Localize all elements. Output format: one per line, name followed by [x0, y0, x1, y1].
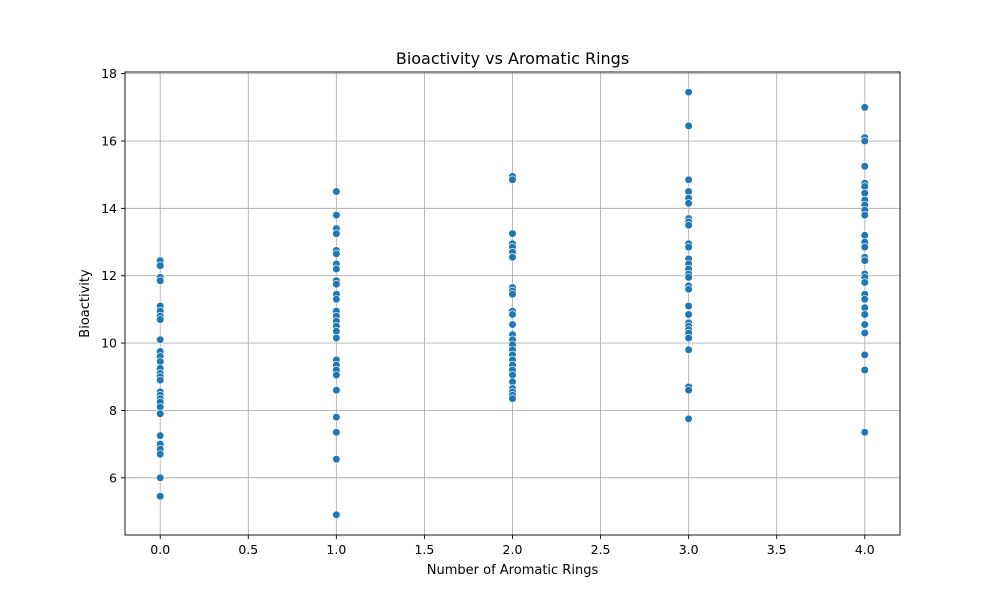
data-point: [509, 290, 517, 298]
data-point: [333, 230, 341, 238]
data-point: [685, 334, 693, 342]
data-point: [685, 302, 693, 310]
data-point: [509, 311, 517, 319]
y-tick-label: 16: [101, 134, 117, 149]
x-tick-label: 3.5: [767, 542, 787, 557]
data-point: [861, 104, 869, 112]
data-point: [509, 395, 517, 403]
data-point: [333, 428, 341, 436]
y-axis-label: Bioactivity: [78, 269, 93, 338]
data-point: [333, 280, 341, 288]
x-tick-label: 4.0: [855, 542, 875, 557]
data-point: [156, 474, 164, 482]
data-point: [509, 176, 517, 184]
y-tick-label: 6: [109, 470, 117, 485]
data-point: [685, 285, 693, 293]
data-point: [685, 346, 693, 354]
data-point: [333, 413, 341, 421]
data-point: [861, 295, 869, 303]
data-point: [156, 277, 164, 285]
data-point: [333, 455, 341, 463]
data-point: [861, 321, 869, 329]
data-point: [861, 428, 869, 436]
data-point: [861, 366, 869, 374]
y-tick-label: 8: [109, 403, 117, 418]
data-point: [333, 386, 341, 394]
data-point: [685, 122, 693, 130]
y-tick-label: 18: [101, 66, 117, 81]
data-point: [861, 257, 869, 265]
data-point: [861, 311, 869, 319]
x-tick-label: 2.5: [591, 542, 611, 557]
data-point: [685, 415, 693, 423]
data-point: [156, 432, 164, 440]
data-point: [685, 311, 693, 319]
data-point: [333, 511, 341, 519]
data-point: [861, 137, 869, 145]
x-tick-label: 1.0: [326, 542, 346, 557]
y-tick-label: 14: [101, 201, 117, 216]
x-tick-label: 1.5: [414, 542, 434, 557]
data-point: [156, 492, 164, 500]
data-point: [333, 211, 341, 219]
data-point: [156, 450, 164, 458]
data-point: [861, 162, 869, 170]
data-point: [685, 88, 693, 96]
data-point: [156, 262, 164, 270]
data-point: [685, 200, 693, 208]
y-tick-label: 10: [101, 336, 117, 351]
data-point: [333, 188, 341, 196]
y-axis-ticks: 6 8 10 12 14 16 18: [101, 66, 125, 485]
data-point: [156, 336, 164, 344]
data-point: [509, 230, 517, 238]
data-point: [685, 221, 693, 229]
data-point: [861, 211, 869, 219]
data-point: [156, 410, 164, 418]
grid: [125, 72, 900, 535]
data-point: [333, 295, 341, 303]
data-point: [685, 386, 693, 394]
data-point: [333, 334, 341, 342]
y-tick-label: 12: [101, 268, 117, 283]
x-axis-ticks: 0.0 0.5 1.0 1.5 2.0 2.5 3.0 3.5 4.0: [150, 535, 874, 557]
chart-title: Bioactivity vs Aromatic Rings: [396, 49, 629, 68]
data-point: [685, 243, 693, 251]
x-tick-label: 0.0: [150, 542, 170, 557]
data-point: [861, 329, 869, 337]
data-point: [685, 274, 693, 282]
x-axis-label: Number of Aromatic Rings: [427, 563, 599, 578]
data-point: [509, 253, 517, 261]
data-point: [861, 351, 869, 359]
data-point: [685, 176, 693, 184]
data-point: [333, 250, 341, 258]
x-tick-label: 3.0: [679, 542, 699, 557]
data-point: [156, 316, 164, 324]
data-point: [333, 265, 341, 273]
data-point: [156, 376, 164, 384]
data-point: [333, 371, 341, 379]
x-tick-label: 2.0: [503, 542, 523, 557]
data-point: [509, 321, 517, 329]
data-point: [861, 243, 869, 251]
data-point: [861, 279, 869, 287]
x-tick-label: 0.5: [238, 542, 258, 557]
